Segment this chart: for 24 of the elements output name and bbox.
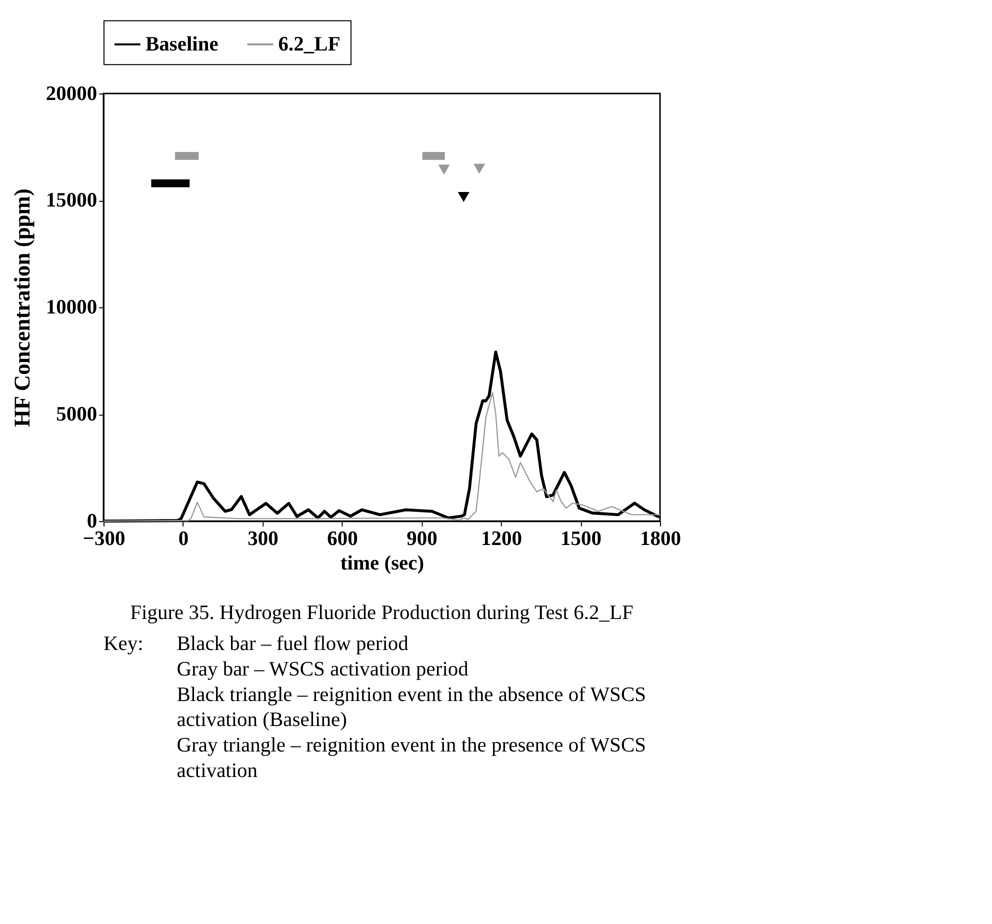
legend-label: 6.2_LF — [278, 33, 340, 56]
legend-label: Baseline — [145, 33, 218, 56]
y-tick-label: 10000 — [46, 296, 98, 319]
text: Gray triangle – reignition event in the presence of WSCS activation — [176, 734, 646, 782]
text: Black bar – fuel flow period — [176, 633, 408, 656]
x-tick-label: 900 — [406, 528, 438, 550]
y-tick-label: 5000 — [56, 404, 98, 426]
x-tick-label: 1200 — [481, 528, 522, 550]
text: Black triangle – reignition event in the absence of WSCS activation (Baseline) — [176, 684, 646, 732]
x-tick-label: 600 — [327, 528, 358, 550]
text: Gray bar – WSCS activation period — [176, 658, 468, 680]
point — [474, 164, 486, 174]
x-tick-label: 1800 — [640, 528, 682, 550]
y-axis-title: HF Concentration (ppm) — [9, 188, 34, 428]
y-tick-label: 20000 — [46, 82, 98, 105]
y-tick-label: 15000 — [46, 190, 98, 212]
text: Key: — [103, 633, 144, 656]
point — [438, 164, 450, 175]
x-axis-title: time (sec) — [340, 552, 424, 574]
text: Figure 35. Hydrogen Fluoride Production during Test 6.2_LF — [130, 602, 634, 624]
x-tick-label: 300 — [248, 528, 278, 550]
x-tick-label: 0 — [178, 528, 189, 550]
x-tick-label: 1500 — [560, 528, 602, 550]
point — [458, 192, 470, 202]
